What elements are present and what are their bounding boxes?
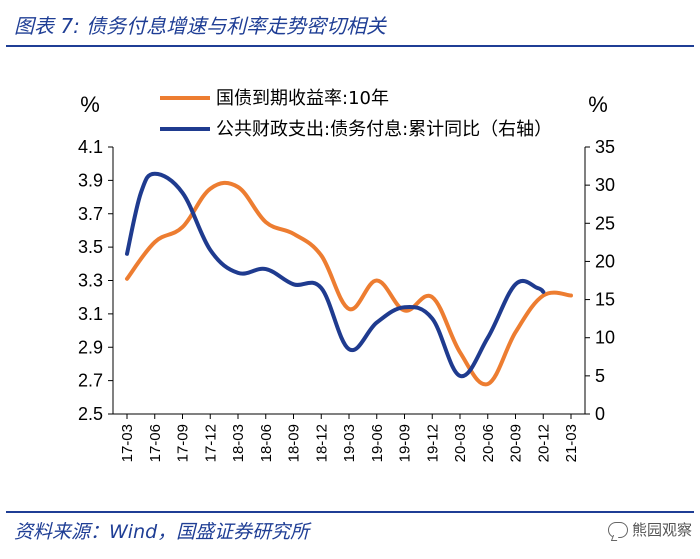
x-tick-label: 17-06 [147, 424, 164, 462]
x-tick-label: 20-06 [480, 424, 497, 462]
x-tick-label: 20-12 [535, 424, 552, 462]
left-unit-label: % [80, 92, 100, 117]
left-tick-label: 2.9 [78, 337, 103, 357]
right-tick-label: 35 [595, 137, 615, 157]
x-tick-label: 18-09 [286, 424, 303, 462]
right-unit-label: % [588, 92, 608, 117]
left-tick-label: 3.3 [78, 271, 103, 291]
right-tick-label: 25 [595, 213, 615, 233]
title-rule [6, 45, 694, 47]
right-tick-label: 5 [595, 366, 605, 386]
right-tick-label: 10 [595, 328, 615, 348]
x-tick-label: 20-09 [508, 424, 525, 462]
figure-title: 图表 7: 债务付息增速与利率走势密切相关 [14, 14, 387, 38]
left-tick-label: 3.7 [78, 204, 103, 224]
x-tick-label: 17-09 [175, 424, 192, 462]
watermark-text: 熊园观察 [631, 521, 692, 539]
right-tick-label: 20 [595, 251, 615, 271]
x-tick-label: 21-03 [563, 424, 580, 462]
right-tick-label: 30 [595, 175, 615, 195]
source-note: 资料来源：Wind，国盛证券研究所 [14, 521, 310, 543]
left-tick-label: 3.9 [78, 170, 103, 190]
left-tick-label: 3.5 [78, 237, 103, 257]
chart-ticks: % % 4.1 3.9 3.7 3.5 3.3 3.1 2.9 2.7 2.5 35 30 25 20 15 1… [78, 92, 615, 462]
right-tick-label: 0 [595, 404, 605, 424]
left-tick-label: 2.7 [78, 371, 103, 391]
chart-axes [112, 147, 586, 415]
legend-label: 国债到期收益率:10年 [216, 88, 389, 109]
series-line-bond-yield [125, 180, 573, 387]
x-tick-label: 18-12 [313, 424, 330, 462]
x-tick-label: 18-03 [230, 424, 247, 462]
x-tick-label: 19-09 [397, 424, 414, 462]
x-tick-label: 19-12 [424, 424, 441, 462]
legend-label: 公共财政支出:债务付息:累计同比（右轴） [216, 119, 552, 140]
left-tick-label: 3.1 [78, 304, 103, 324]
x-tick-label: 17-12 [202, 424, 219, 462]
left-tick-label: 2.5 [78, 404, 103, 424]
series-line-debt-interest [125, 171, 546, 378]
footer-rule [6, 511, 694, 513]
chart-series [125, 171, 573, 387]
right-tick-label: 15 [595, 290, 615, 310]
watermark: 熊园观察 [607, 519, 692, 540]
x-tick-label: 19-06 [369, 424, 386, 462]
x-tick-label: 18-06 [258, 424, 275, 462]
left-tick-label: 4.1 [78, 137, 103, 157]
x-tick-label: 19-03 [341, 424, 358, 462]
x-tick-label: 20-03 [452, 424, 469, 462]
x-tick-label: 17-03 [119, 424, 136, 462]
wechat-icon [607, 521, 628, 538]
